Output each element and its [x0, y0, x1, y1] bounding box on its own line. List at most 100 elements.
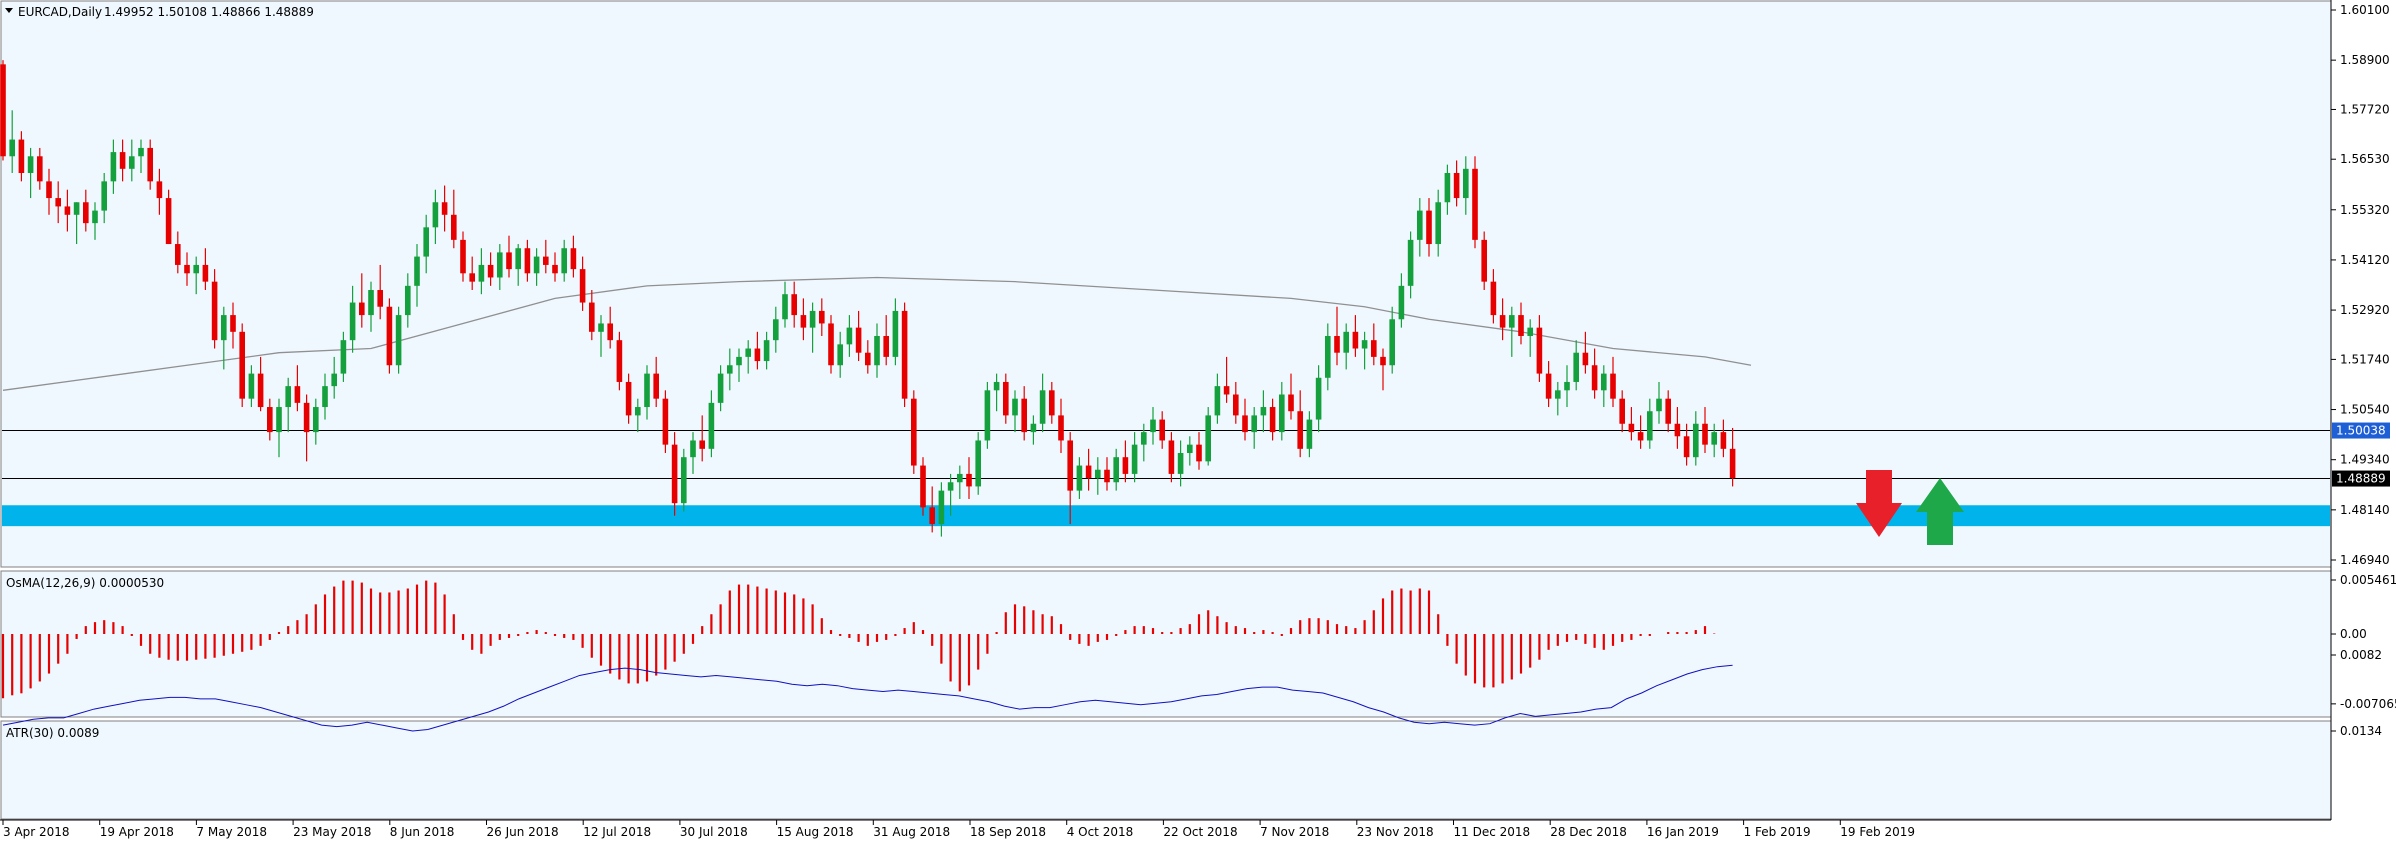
price-panel-bg — [0, 0, 2332, 568]
candle-bear — [257, 356, 264, 412]
candle-bull — [1113, 448, 1119, 491]
chart-menu-icon[interactable] — [5, 8, 13, 13]
price-tick-label: 1.50540 — [2340, 403, 2390, 417]
candle-bear — [1591, 348, 1598, 399]
osma-histogram — [1, 580, 1716, 699]
candle-bull — [690, 432, 696, 474]
candle-bull — [975, 432, 981, 495]
candle-bull — [1306, 411, 1313, 458]
candle-bull — [1187, 436, 1193, 466]
candle-bull — [1361, 331, 1368, 370]
candle-bull — [1407, 231, 1414, 299]
candle-bull — [874, 323, 880, 378]
candle-bear — [147, 139, 153, 190]
time-tick-label: 19 Apr 2018 — [100, 825, 174, 839]
candle-bear — [460, 231, 466, 282]
candle-bear — [55, 181, 61, 224]
candle-bull — [1177, 440, 1184, 487]
candle-bear — [1518, 302, 1524, 345]
candle-bear — [211, 269, 218, 349]
candle-bear — [1610, 356, 1616, 408]
candle-bear — [83, 189, 89, 232]
candle-bear — [1499, 298, 1506, 341]
candle-bull — [248, 365, 255, 408]
candle-bear — [920, 457, 926, 516]
candle-bear — [1426, 198, 1432, 257]
candle-bear — [552, 252, 558, 282]
candle-bear — [1582, 331, 1589, 374]
candle-bull — [1573, 340, 1579, 391]
candle-bull — [635, 398, 641, 433]
candle-bear — [865, 340, 871, 374]
candle-bull — [708, 390, 715, 458]
candle-bear — [1334, 306, 1340, 366]
candle-bear — [1233, 381, 1239, 424]
candle-bull — [1389, 306, 1395, 374]
candle-bull — [681, 448, 687, 512]
candle-bull — [340, 331, 347, 382]
time-tick-label: 31 Aug 2018 — [873, 825, 950, 839]
candle-bull — [221, 306, 227, 370]
candle-bear — [911, 390, 917, 474]
candle-bull — [1279, 381, 1285, 441]
candle-bull — [515, 244, 521, 286]
candle-bull — [837, 331, 843, 378]
time-tick-label: 11 Dec 2018 — [1454, 825, 1531, 839]
candle-bear — [1371, 323, 1377, 366]
candle-bear — [1637, 415, 1644, 449]
atr-label: ATR(30) 0.0089 — [6, 726, 99, 740]
candle-bull — [644, 365, 650, 420]
candle-bear — [901, 302, 908, 408]
candle-bull — [368, 281, 374, 332]
time-tick-label: 4 Oct 2018 — [1067, 825, 1134, 839]
candle-bear — [625, 373, 632, 424]
candle-bear — [0, 60, 6, 161]
candle-bull — [1205, 407, 1211, 466]
candle-bear — [699, 415, 705, 462]
candle-bull — [1251, 407, 1257, 449]
candle-bull — [285, 377, 291, 433]
candle-bull — [1564, 365, 1570, 408]
arrow-up-icon — [1916, 478, 1964, 545]
candle-bear — [1481, 231, 1487, 291]
candle-bull — [938, 482, 945, 537]
candle-bear — [819, 298, 825, 336]
time-tick-label: 3 Apr 2018 — [3, 825, 70, 839]
arrow-down-icon — [1856, 470, 1902, 537]
candle-bear — [855, 310, 862, 362]
candle-bear — [607, 306, 613, 349]
candle-bear — [303, 394, 310, 462]
candle-bull — [717, 365, 724, 412]
candle-bull — [138, 139, 144, 173]
candle-bear — [1720, 419, 1727, 458]
support-zone — [2, 505, 2330, 527]
osma-tick-label: 0.0054611 — [2340, 573, 2396, 587]
time-tick-label: 19 Feb 2019 — [1840, 825, 1915, 839]
candle-bear — [543, 239, 549, 274]
candle-bull — [423, 214, 429, 274]
candle-bull — [1601, 365, 1607, 408]
time-tick-label: 18 Sep 2018 — [970, 825, 1046, 839]
atr-axis-ticks: 0.0134 0.0082 — [2331, 648, 2382, 738]
candle-bear — [1545, 361, 1552, 408]
candle-bear — [1619, 390, 1625, 433]
candle-bear — [156, 168, 163, 215]
candle-bear — [1242, 398, 1248, 441]
candle-bear — [1453, 160, 1460, 207]
candle-bull — [405, 273, 411, 328]
time-tick-label: 7 May 2018 — [196, 825, 267, 839]
atr-panel-bg — [0, 720, 2332, 820]
candles — [0, 60, 1736, 537]
candle-bull — [1656, 381, 1662, 424]
candle-bear — [239, 323, 245, 408]
candle-bull — [1131, 432, 1138, 483]
candle-bull — [763, 331, 770, 370]
candle-bull — [1417, 198, 1423, 257]
price-marker-label: 1.50038 — [2336, 424, 2386, 438]
price-marker-bg — [2332, 422, 2390, 439]
candle-bear — [1665, 390, 1671, 433]
candle-bear — [1628, 407, 1635, 441]
time-tick-label: 22 Oct 2018 — [1163, 825, 1237, 839]
osma-axis-ticks: 0.0054611 0.00 -0.0070652 — [2331, 573, 2396, 711]
time-tick-label: 8 Jun 2018 — [390, 825, 455, 839]
